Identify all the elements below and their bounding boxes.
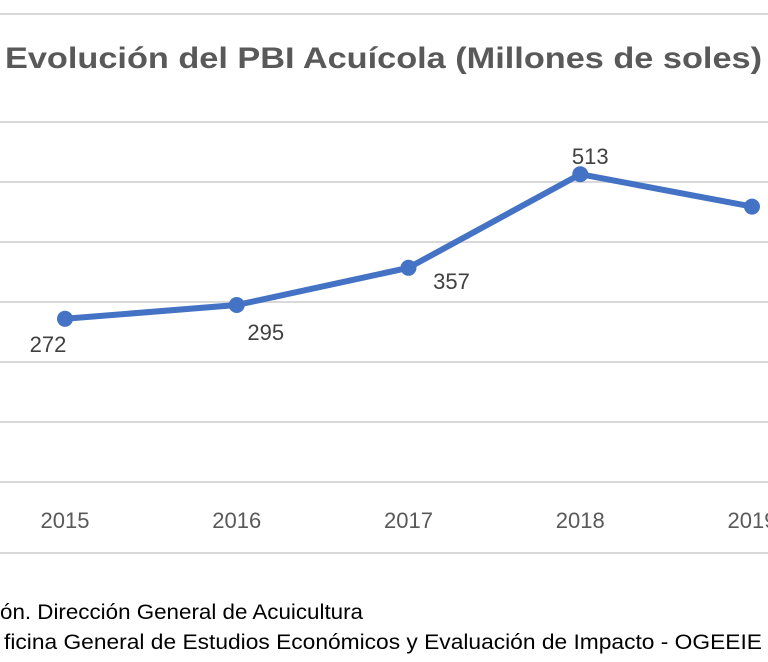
- x-tick-label: 2016: [212, 508, 261, 533]
- x-tick-label: 2017: [384, 508, 433, 533]
- x-tick-label: 2015: [41, 508, 90, 533]
- chart-title: Evolución del PBI Acuícola (Millones de …: [5, 42, 762, 75]
- data-label: 357: [433, 269, 470, 294]
- data-point: [572, 166, 589, 183]
- data-point: [57, 310, 73, 327]
- gridlines: [0, 121, 768, 483]
- data-point: [228, 297, 245, 313]
- series-line: [64, 171, 753, 322]
- source-line-2: ficina General de Estudios Económicos y …: [4, 631, 762, 654]
- data-label: 295: [247, 320, 284, 345]
- data-label: 513: [572, 144, 609, 169]
- data-points: [57, 166, 760, 327]
- source-line-1: ón. Dirección General de Acuicultura: [0, 601, 363, 624]
- data-label: 272: [30, 332, 67, 357]
- x-tick-label: 2018: [556, 508, 605, 533]
- data-point: [400, 259, 417, 276]
- x-tick-label: 2019: [728, 508, 768, 533]
- x-axis-ticks: 2015 2016 2017 2018 2019: [41, 508, 768, 533]
- data-labels: 272 295 357 513: [30, 144, 609, 357]
- data-point: [744, 198, 760, 215]
